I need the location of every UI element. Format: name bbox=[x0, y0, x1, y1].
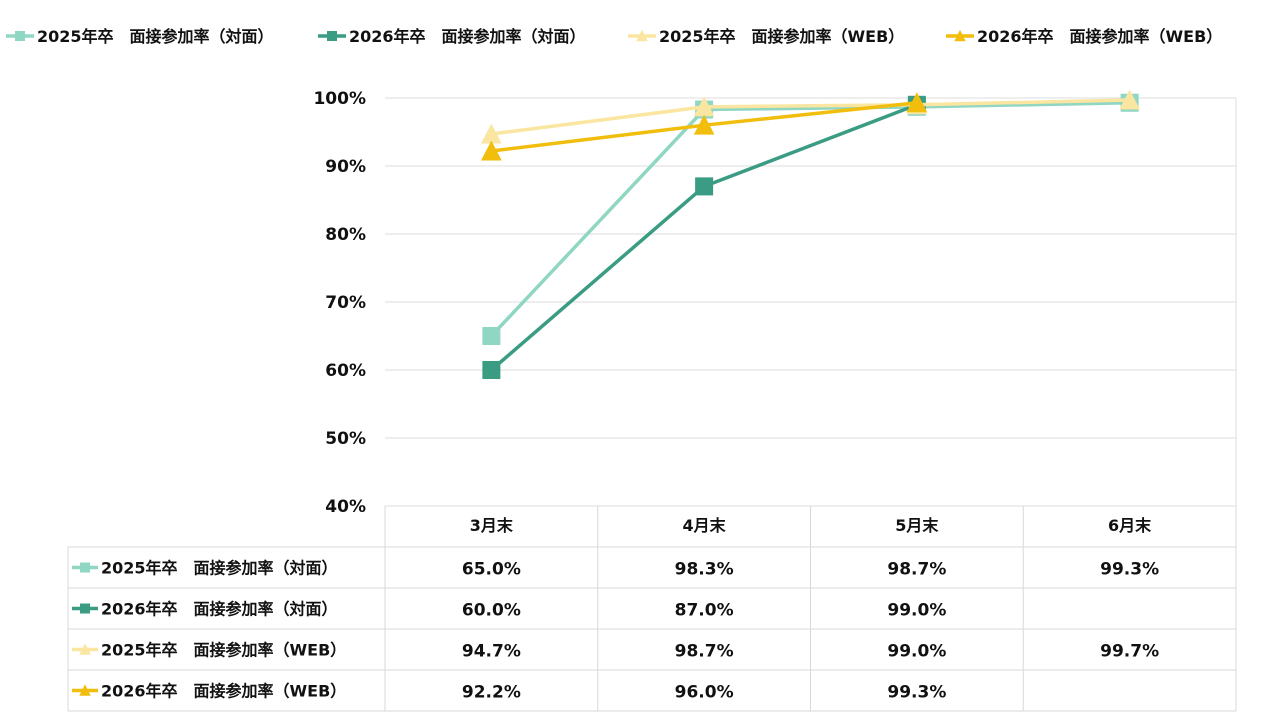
table-key-marker bbox=[79, 643, 91, 655]
data-label: 98.7% bbox=[887, 560, 946, 580]
x-tick-label: 3月末 bbox=[470, 516, 514, 535]
data-label: 92.2% bbox=[462, 683, 521, 703]
y-tick-label: 80% bbox=[325, 225, 366, 245]
y-tick-label: 40% bbox=[325, 497, 366, 517]
data-label: 87.0% bbox=[675, 601, 734, 621]
y-tick-label: 90% bbox=[325, 157, 366, 177]
data-label: 94.7% bbox=[462, 642, 521, 662]
x-tick-label: 4月末 bbox=[683, 516, 727, 535]
legend-swatch-marker bbox=[954, 29, 966, 42]
data-label: 99.3% bbox=[887, 683, 946, 703]
legend-label: 2026年卒 面接参加率（WEB） bbox=[977, 27, 1222, 46]
legend-swatch-marker bbox=[327, 31, 337, 41]
legend-label: 2025年卒 面接参加率（WEB） bbox=[659, 27, 904, 46]
data-label: 99.3% bbox=[1100, 560, 1159, 580]
x-tick-label: 6月末 bbox=[1108, 516, 1152, 535]
data-point bbox=[481, 140, 502, 161]
data-label: 99.0% bbox=[887, 642, 946, 662]
data-point bbox=[1119, 89, 1140, 110]
data-label: 98.3% bbox=[675, 560, 734, 580]
data-label: 98.7% bbox=[675, 642, 734, 662]
data-point bbox=[482, 327, 501, 345]
table-key-marker bbox=[80, 562, 90, 573]
table-row-label: 2025年卒 面接参加率（対面） bbox=[101, 559, 338, 578]
data-point bbox=[482, 361, 501, 379]
y-axis: 40% 50% 60% 70% 80% 90% 100% bbox=[313, 89, 366, 517]
data-point bbox=[693, 96, 715, 117]
data-point bbox=[906, 92, 928, 113]
series-line bbox=[490, 101, 1130, 338]
data-table: 3月末 4月末 5月末 6月末 2025年卒 面接参加率（対面） 65.0% 98.3% 98… bbox=[67, 506, 1237, 712]
data-point bbox=[695, 177, 714, 196]
legend-label: 2026年卒 面接参加率（対面） bbox=[349, 27, 586, 46]
data-label: 60.0% bbox=[462, 601, 521, 621]
y-tick-label: 70% bbox=[325, 293, 366, 313]
legend-swatch-marker bbox=[636, 29, 648, 42]
data-point bbox=[481, 123, 502, 144]
y-tick-label: 60% bbox=[325, 361, 366, 381]
series-lines bbox=[481, 89, 1140, 379]
series-line bbox=[491, 98, 1130, 136]
data-label: 99.7% bbox=[1100, 642, 1159, 662]
y-tick-label: 50% bbox=[325, 429, 366, 449]
table-row-label: 2025年卒 面接参加率（WEB） bbox=[101, 641, 346, 660]
table-row-label: 2026年卒 面接参加率（対面） bbox=[101, 600, 338, 619]
legend: 2025年卒 面接参加率（対面） 2026年卒 面接参加率（対面） 2025年卒 面… bbox=[6, 27, 1222, 46]
table-key-marker bbox=[80, 603, 90, 614]
y-tick-label: 100% bbox=[313, 89, 366, 109]
table-key-marker bbox=[79, 684, 91, 696]
gridlines bbox=[385, 97, 1237, 507]
x-tick-label: 5月末 bbox=[895, 516, 939, 535]
data-label: 65.0% bbox=[462, 560, 521, 580]
table-row-label: 2026年卒 面接参加率（WEB） bbox=[101, 682, 346, 701]
data-label: 96.0% bbox=[675, 683, 734, 703]
data-label: 99.0% bbox=[887, 601, 946, 621]
legend-label: 2025年卒 面接参加率（対面） bbox=[37, 27, 274, 46]
legend-swatch-marker bbox=[15, 31, 25, 41]
data-point bbox=[693, 114, 715, 135]
